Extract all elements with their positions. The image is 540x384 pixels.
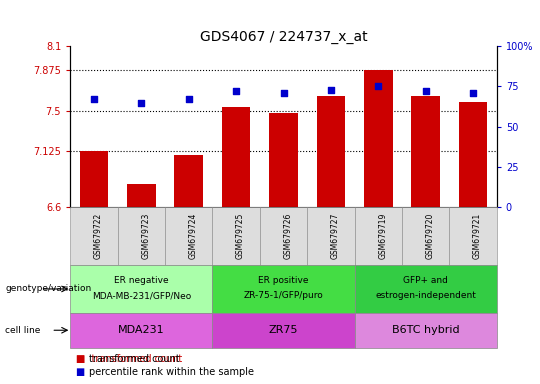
Text: ■: ■ — [76, 354, 85, 364]
Bar — [307, 207, 355, 265]
Bar — [260, 207, 307, 265]
Text: GSM679726: GSM679726 — [284, 213, 293, 259]
Bar — [269, 113, 298, 207]
Text: GSM679724: GSM679724 — [188, 213, 198, 259]
Text: genotype/variation: genotype/variation — [5, 285, 92, 293]
Bar — [127, 184, 156, 207]
Point — [374, 83, 383, 89]
Title: GDS4067 / 224737_x_at: GDS4067 / 224737_x_at — [200, 30, 367, 44]
Point — [90, 96, 98, 103]
Bar — [316, 96, 345, 207]
Bar — [364, 70, 393, 207]
Text: ■  transformed count: ■ transformed count — [76, 354, 182, 364]
Text: percentile rank within the sample: percentile rank within the sample — [89, 367, 254, 377]
Bar — [70, 313, 212, 348]
Bar — [165, 207, 212, 265]
Bar — [80, 151, 108, 207]
Bar — [212, 313, 355, 348]
Text: GSM679727: GSM679727 — [331, 213, 340, 259]
Bar — [70, 265, 212, 313]
Bar — [459, 102, 487, 207]
Bar — [411, 96, 440, 207]
Text: ■: ■ — [76, 367, 85, 377]
Bar — [118, 207, 165, 265]
Point — [469, 90, 477, 96]
Text: ZR75: ZR75 — [269, 325, 298, 335]
Text: GFP+ and: GFP+ and — [403, 276, 448, 285]
Bar — [222, 107, 251, 207]
Point — [421, 88, 430, 94]
Text: GSM679722: GSM679722 — [94, 213, 103, 259]
Bar — [355, 265, 497, 313]
Text: MDA-MB-231/GFP/Neo: MDA-MB-231/GFP/Neo — [92, 291, 191, 300]
Point — [232, 88, 240, 94]
Text: ER negative: ER negative — [114, 276, 168, 285]
Point — [184, 96, 193, 103]
Bar — [212, 207, 260, 265]
Text: cell line: cell line — [5, 326, 41, 335]
Point — [137, 99, 146, 106]
Text: B6TC hybrid: B6TC hybrid — [392, 325, 460, 335]
Text: GSM679720: GSM679720 — [426, 213, 435, 259]
Bar — [355, 313, 497, 348]
Text: MDA231: MDA231 — [118, 325, 165, 335]
Bar — [70, 207, 118, 265]
Text: GSM679719: GSM679719 — [379, 213, 387, 259]
Text: ZR-75-1/GFP/puro: ZR-75-1/GFP/puro — [244, 291, 323, 300]
Bar — [212, 265, 355, 313]
Bar — [174, 155, 203, 207]
Text: GSM679723: GSM679723 — [141, 213, 150, 259]
Bar — [355, 207, 402, 265]
Point — [327, 86, 335, 93]
Point — [279, 90, 288, 96]
Text: estrogen-independent: estrogen-independent — [375, 291, 476, 300]
Bar — [402, 207, 449, 265]
Text: ER positive: ER positive — [258, 276, 309, 285]
Bar — [449, 207, 497, 265]
Text: transformed count: transformed count — [89, 354, 180, 364]
Text: GSM679725: GSM679725 — [236, 213, 245, 259]
Text: GSM679721: GSM679721 — [473, 213, 482, 259]
